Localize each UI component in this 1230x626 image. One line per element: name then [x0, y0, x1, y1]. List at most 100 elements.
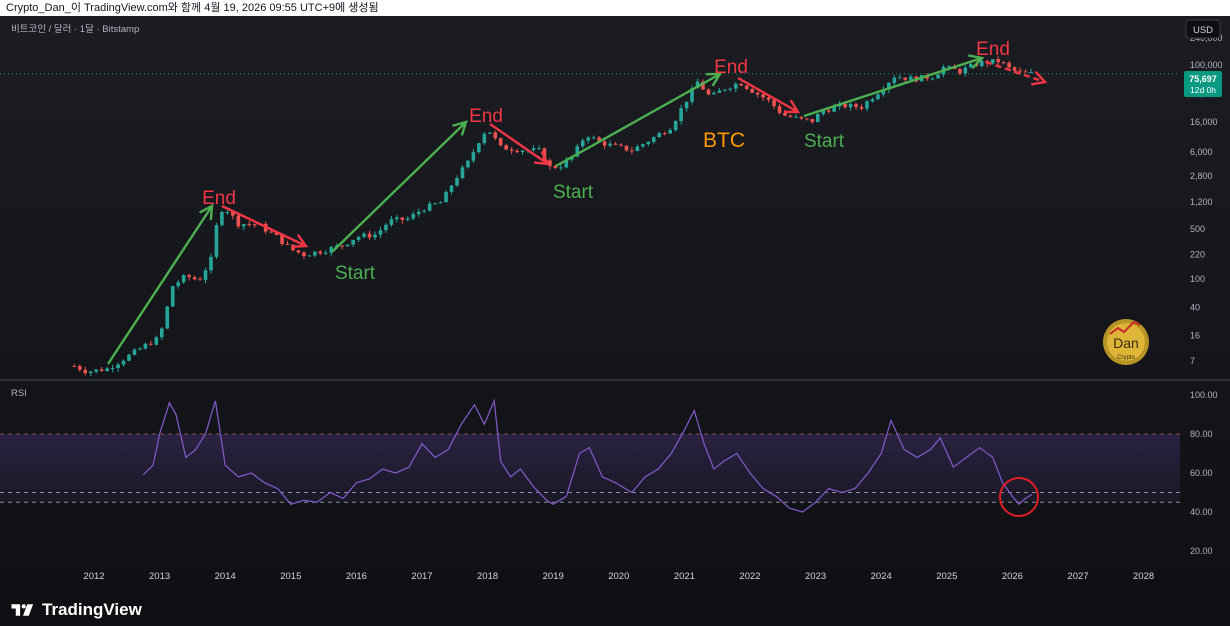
- time-axis-tick: 2020: [608, 571, 629, 582]
- downtrend-arrow-head: [533, 150, 551, 166]
- rsi-pane-label: RSI: [11, 388, 27, 399]
- downtrend-projection-arrow-head: [1031, 70, 1048, 86]
- candle-body: [750, 88, 754, 93]
- downtrend-arrow: [737, 76, 801, 114]
- price-axis-tick: 16,000: [1190, 117, 1218, 127]
- candle-body: [318, 251, 323, 254]
- time-axis-tick: 2022: [739, 571, 760, 582]
- time-axis-tick: 2018: [477, 571, 498, 582]
- end-label: End: [976, 39, 1010, 60]
- candle-body: [105, 368, 109, 372]
- price-axis-tick: 40: [1190, 302, 1200, 312]
- price-axis-tick: 1,200: [1190, 197, 1213, 207]
- candle-body: [165, 306, 170, 329]
- candle-body: [810, 118, 815, 123]
- candle-body: [515, 150, 519, 153]
- time-axis-tick: 2013: [149, 571, 170, 582]
- rsi-axis-tick: 80.00: [1190, 429, 1213, 439]
- candle-body: [815, 113, 820, 123]
- candle-body: [405, 218, 410, 220]
- candle-body: [504, 145, 508, 150]
- candle-body: [794, 116, 798, 118]
- candle-body: [969, 64, 973, 68]
- candle-body: [378, 230, 383, 235]
- tradingview-brand[interactable]: TradingView: [10, 600, 142, 620]
- candle-body: [979, 60, 984, 67]
- candle-body: [154, 337, 159, 345]
- candle-body: [668, 129, 672, 134]
- candle-body: [619, 144, 623, 146]
- candle-body: [323, 252, 328, 254]
- time-axis-tick: 2017: [411, 571, 432, 582]
- candle-body: [274, 232, 279, 236]
- candle-body: [471, 152, 476, 161]
- candle-body: [761, 94, 765, 98]
- candle-body: [482, 133, 487, 144]
- candle-body: [662, 133, 667, 135]
- uptrend-arrow-head: [705, 72, 723, 87]
- candle-body: [788, 115, 793, 117]
- downtrend-arrow-shaft: [489, 123, 549, 165]
- candle-body: [384, 224, 388, 231]
- downtrend-projection-arrow: [985, 60, 1048, 86]
- candle-body: [881, 89, 886, 95]
- uptrend-arrow-head: [452, 120, 468, 136]
- candle-body: [586, 137, 590, 141]
- candle-body: [908, 76, 913, 80]
- candle-body: [848, 103, 853, 108]
- candle-body: [422, 210, 426, 212]
- candle-body: [887, 82, 891, 90]
- start-label: Start: [804, 131, 845, 152]
- candle-body: [892, 77, 897, 83]
- candle-body: [340, 245, 344, 247]
- candle-body: [651, 137, 656, 142]
- candle-body: [859, 106, 864, 109]
- candle-body: [460, 167, 465, 179]
- candle-body: [684, 101, 689, 109]
- candle-body: [247, 224, 252, 226]
- uptrend-arrow: [106, 203, 214, 365]
- candle-body: [77, 366, 82, 370]
- candle-body: [449, 185, 454, 192]
- candle-body: [712, 92, 716, 95]
- time-axis-tick: 2014: [215, 571, 236, 582]
- time-axis-tick: 2012: [83, 571, 104, 582]
- price-axis-tick: 6,000: [1190, 147, 1213, 157]
- candle-body: [805, 118, 809, 120]
- downtrend-arrow: [221, 204, 309, 248]
- export-header: Crypto_Dan_이 TradingView.com와 함께 4월 19, …: [0, 0, 1230, 16]
- candle-body: [427, 203, 432, 211]
- candle-body: [832, 106, 836, 112]
- candle-body: [127, 354, 131, 361]
- candle-body: [646, 141, 651, 145]
- currency-button[interactable]: USD: [1185, 19, 1221, 39]
- end-label: End: [202, 188, 236, 209]
- candle-body: [252, 224, 257, 226]
- time-axis-tick: 2027: [1067, 571, 1088, 582]
- candle-body: [990, 59, 995, 64]
- price-tag-countdown: 12d 0h: [1190, 85, 1216, 95]
- candle-body: [94, 369, 98, 372]
- candle-body: [679, 108, 683, 122]
- candle-body: [591, 137, 596, 139]
- candle-body: [641, 144, 645, 147]
- candle-body: [116, 364, 120, 369]
- candle-body: [733, 83, 738, 89]
- time-axis-tick: 2019: [543, 571, 564, 582]
- tradingview-brand-text: TradingView: [42, 600, 142, 619]
- candle-body: [280, 235, 284, 244]
- candle-body: [635, 146, 640, 152]
- candle-body: [493, 132, 498, 139]
- candle-body: [1023, 71, 1028, 73]
- candle-body: [143, 343, 148, 349]
- candle-body: [865, 101, 869, 109]
- candle-body: [936, 74, 940, 79]
- time-axis-tick: 2015: [280, 571, 301, 582]
- candle-body: [559, 167, 563, 169]
- candle-body: [138, 348, 142, 350]
- candle-body: [159, 328, 164, 338]
- price-axis-tick: 7: [1190, 356, 1195, 366]
- candle-body: [296, 250, 301, 253]
